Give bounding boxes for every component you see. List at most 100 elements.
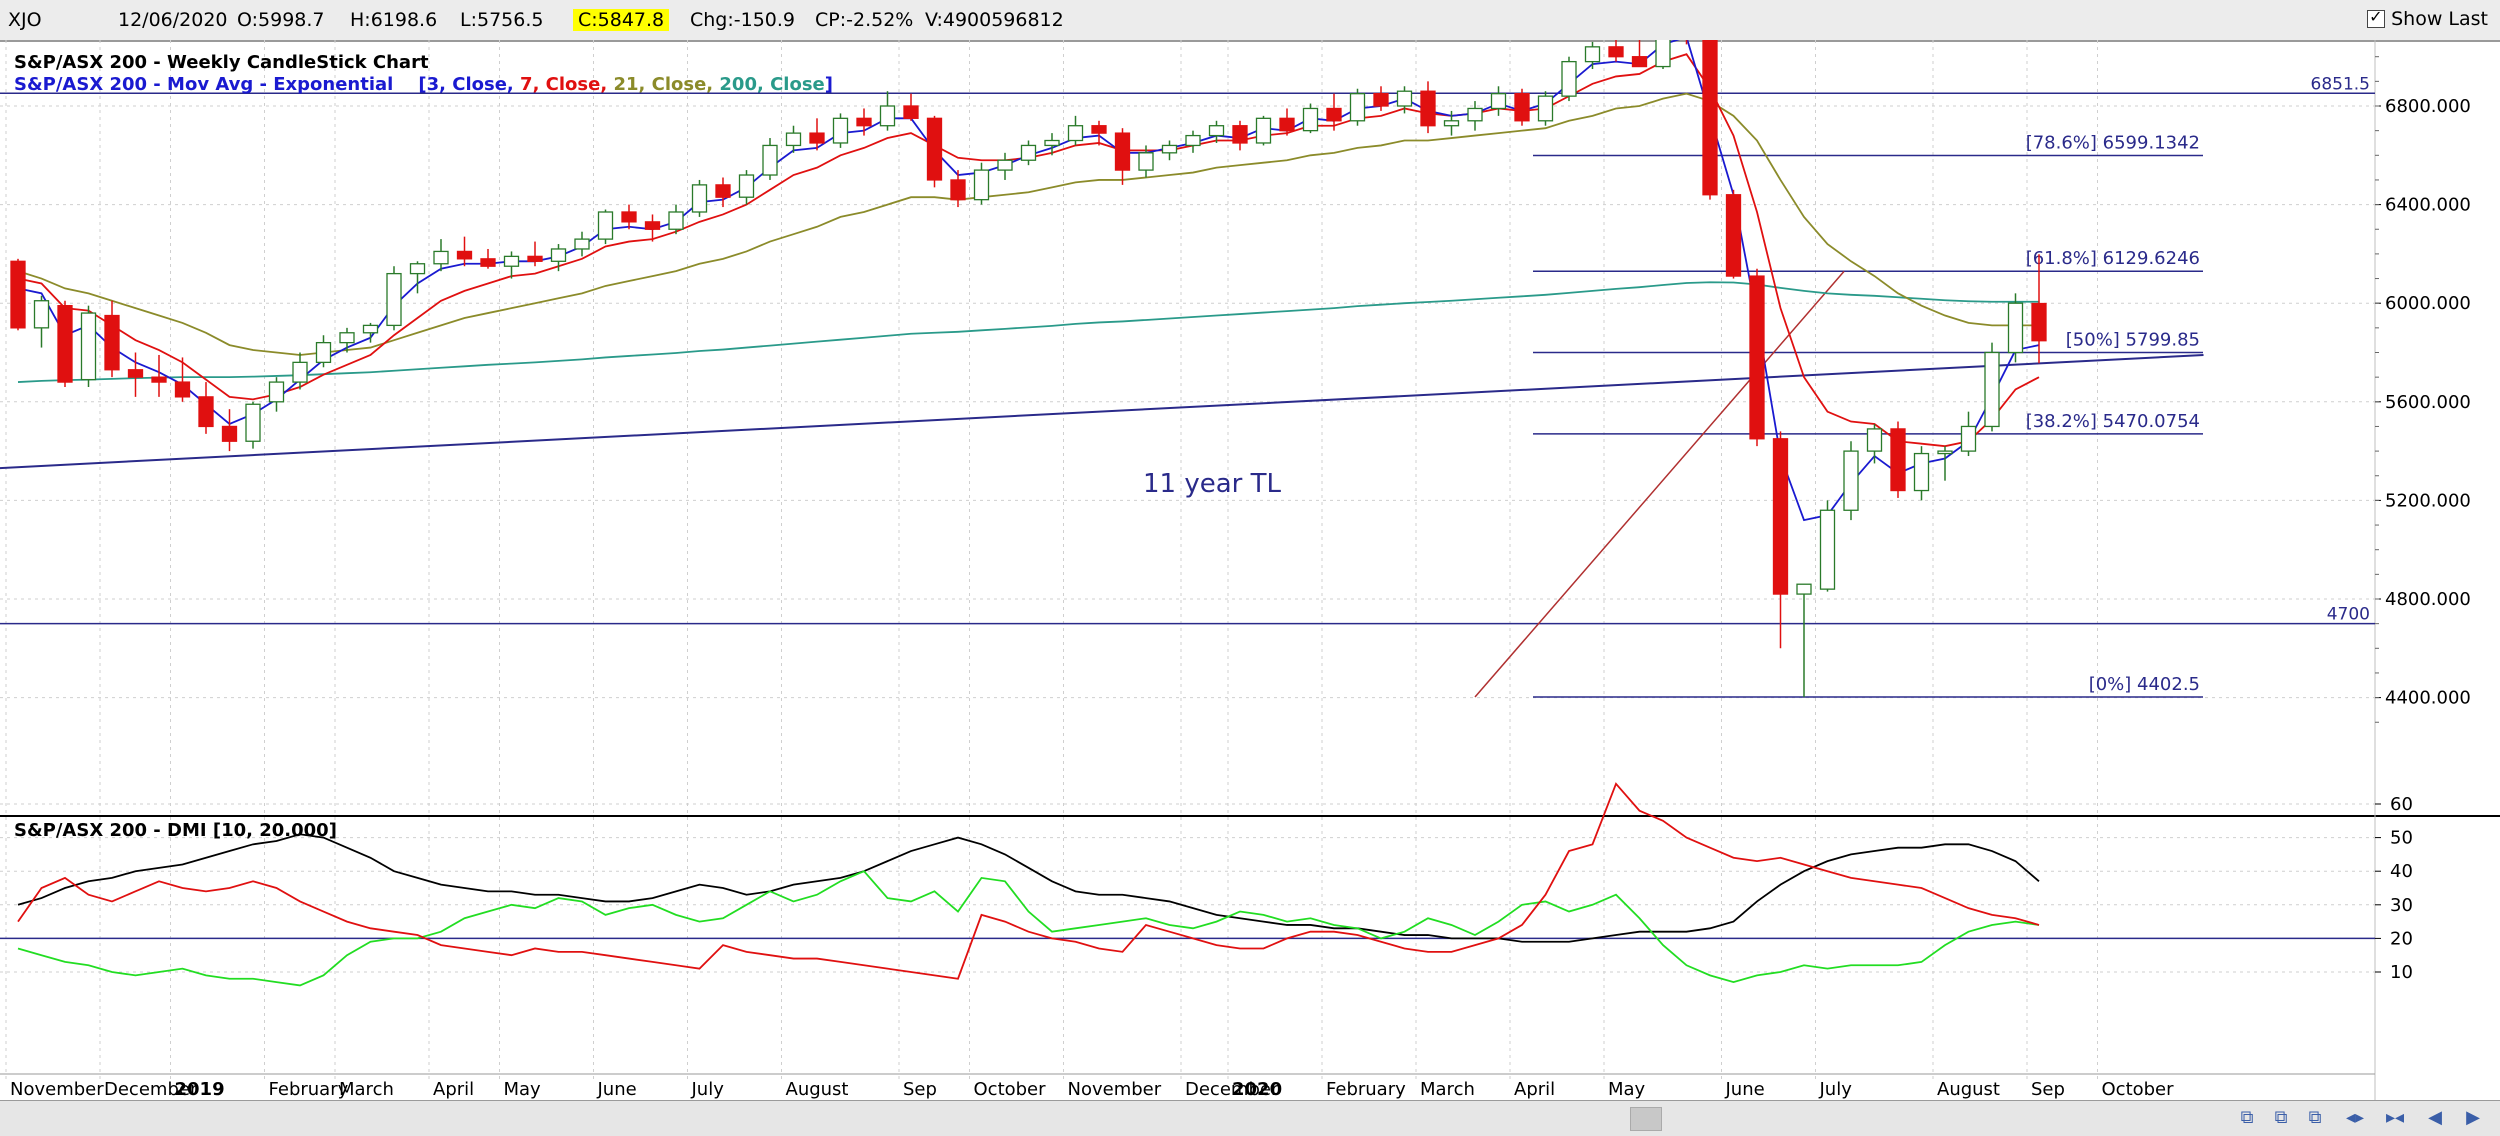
y-tick-label: 5200.000 (2385, 490, 2471, 511)
dmi-di_minus-line (17, 782, 2040, 980)
dmi-tick-label: 60 (2390, 794, 2413, 815)
open-label: O:5998.7 (237, 9, 325, 31)
ma-legend-param: 200, Close (719, 74, 825, 95)
ma-legend-param: 21, Close, (613, 74, 720, 95)
scroll-bar[interactable]: ⧉ ⧉ ⧉ ◂▸ ▸◂ ◀ ▶ (0, 1100, 2500, 1136)
x-tick-label: October (2102, 1079, 2175, 1100)
candle-body (33, 300, 50, 329)
candle-body (973, 169, 990, 201)
show-last-toggle[interactable]: Show Last (2367, 7, 2488, 30)
candle-body (503, 255, 520, 267)
candle-body (456, 250, 473, 260)
expand-icon[interactable]: ◂▸ (2345, 1107, 2365, 1128)
fib-label: [78.6%] 6599.1342 (2026, 133, 2200, 154)
x-tick-label: 2020 (1232, 1079, 1282, 1100)
quote-toolbar: XJO 12/06/2020 O:5998.7 H:6198.6 L:5756.… (0, 0, 2500, 42)
candle-body (10, 260, 26, 329)
candle-body (715, 184, 731, 198)
candle-body (1420, 90, 1436, 127)
candle-body (80, 312, 97, 381)
y-tick-label: 4800.000 (2385, 589, 2471, 610)
candle-body (1161, 144, 1178, 154)
show-last-label: Show Last (2391, 8, 2488, 30)
candle-body (1044, 139, 1060, 147)
candle-body (738, 174, 755, 198)
ma-legend-params: [3, Close, 7, Close, 21, Close, 200, Clo… (418, 74, 833, 95)
candle-body (1725, 194, 1742, 277)
dmi-adx-line (17, 833, 2040, 943)
ma-legend-param: 7, Close, (520, 74, 614, 95)
zoom-out-icon[interactable]: ⧉ (2274, 1107, 2288, 1128)
x-tick-label: October (974, 1079, 1047, 1100)
candle-body (1326, 107, 1342, 122)
candle-body (315, 341, 332, 364)
candle-body (198, 396, 214, 428)
candle-body (1514, 93, 1530, 122)
candle-body (1960, 425, 1977, 452)
x-tick-label: August (786, 1079, 849, 1100)
candle-body (1866, 428, 1883, 452)
scroll-left-icon[interactable]: ◀ (2428, 1107, 2442, 1128)
zoom-fit-icon[interactable]: ⧉ (2308, 1107, 2322, 1128)
dmi-tick-label: 30 (2390, 895, 2413, 916)
candle-body (1796, 583, 1812, 595)
dmi-tick-label: 10 (2390, 962, 2413, 983)
x-tick-label: July (691, 1079, 725, 1100)
x-tick-label: March (339, 1079, 394, 1100)
scroll-thumb[interactable] (1630, 1107, 1662, 1131)
high-label: H:6198.6 (350, 9, 438, 31)
candle-body (574, 238, 590, 250)
candle-body (104, 314, 120, 371)
candle-body (1490, 93, 1507, 110)
candle-body (550, 248, 567, 262)
checkbox-checked-icon[interactable] (2367, 7, 2386, 28)
candle-body (1631, 56, 1648, 68)
candle-body (1020, 144, 1037, 161)
candle-body (762, 144, 778, 176)
candle-body (1349, 93, 1366, 122)
change-label: Chg:-150.9 (690, 9, 796, 31)
date-label: 12/06/2020 (118, 9, 228, 31)
x-tick-label: February (269, 1079, 349, 1100)
close-label: C:5847.8 (573, 9, 670, 31)
volume-label: V:4900596812 (925, 9, 1064, 31)
trendline-uptrend (1474, 270, 1845, 698)
trendline-11-year (0, 353, 2204, 470)
candle-body (903, 105, 919, 119)
candle-body (1114, 132, 1131, 171)
candle-body (879, 105, 896, 127)
candle-body (1396, 90, 1413, 107)
dmi-tick-label: 20 (2390, 928, 2413, 949)
x-tick-label: May (1608, 1079, 1646, 1100)
ema-200-line (17, 281, 2039, 383)
dmi-di_plus-line (17, 870, 2040, 987)
candle-body (1984, 351, 2000, 428)
candle-body (644, 221, 661, 230)
scroll-right-icon[interactable]: ▶ (2466, 1107, 2480, 1128)
candle-body (832, 117, 849, 144)
y-tick-label: 5600.000 (2385, 392, 2471, 413)
candle-body (2031, 302, 2047, 342)
candle-body (2007, 302, 2024, 354)
candle-body (1091, 125, 1107, 134)
candle-body (127, 369, 144, 378)
candle-body (1655, 21, 1671, 68)
zoom-in-icon[interactable]: ⧉ (2240, 1107, 2254, 1128)
x-tick-label: July (1819, 1079, 1853, 1100)
x-tick-label: August (1937, 1079, 2000, 1100)
candle-body (597, 211, 614, 240)
ema-3-line (17, 35, 2040, 522)
x-tick-label: November (10, 1079, 104, 1100)
x-tick-label: April (433, 1079, 474, 1100)
x-tick-label: Sep (2031, 1079, 2065, 1100)
contract-icon[interactable]: ▸◂ (2385, 1107, 2405, 1128)
candle-body (809, 132, 825, 144)
ma-legend-param: ] (824, 74, 833, 95)
candle-body (362, 324, 379, 334)
candle-body (1913, 452, 1930, 492)
x-tick-label: June (1725, 1079, 1765, 1100)
level-label: 4700 (2327, 605, 2370, 625)
x-tick-label: May (504, 1079, 542, 1100)
